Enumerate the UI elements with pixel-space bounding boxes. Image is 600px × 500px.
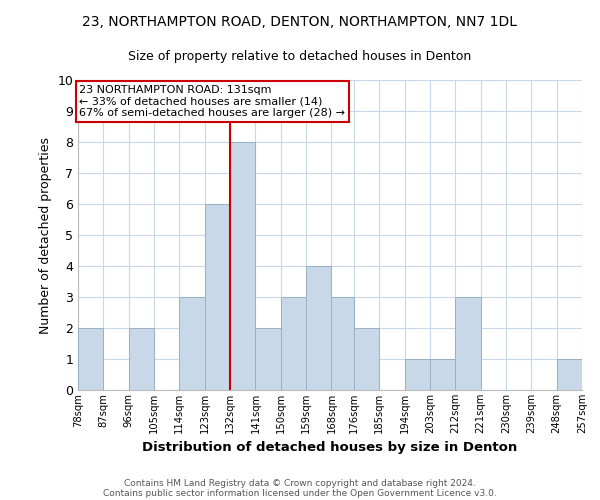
Text: 23 NORTHAMPTON ROAD: 131sqm
← 33% of detached houses are smaller (14)
67% of sem: 23 NORTHAMPTON ROAD: 131sqm ← 33% of det… (79, 84, 346, 118)
Bar (281, 297, 306, 390)
Text: Contains public sector information licensed under the Open Government Licence v3: Contains public sector information licen… (103, 488, 497, 498)
Bar (205, 204, 230, 390)
Bar (557, 359, 582, 390)
Bar (455, 297, 481, 390)
Bar (354, 328, 379, 390)
Bar (179, 297, 205, 390)
Bar (331, 297, 354, 390)
Bar (78, 328, 103, 390)
Bar (404, 359, 430, 390)
Bar (128, 328, 154, 390)
Text: Contains HM Land Registry data © Crown copyright and database right 2024.: Contains HM Land Registry data © Crown c… (124, 478, 476, 488)
Bar (430, 359, 455, 390)
Text: Size of property relative to detached houses in Denton: Size of property relative to detached ho… (128, 50, 472, 63)
Bar (230, 142, 256, 390)
Y-axis label: Number of detached properties: Number of detached properties (39, 136, 52, 334)
X-axis label: Distribution of detached houses by size in Denton: Distribution of detached houses by size … (142, 442, 518, 454)
Bar (306, 266, 331, 390)
Bar (256, 328, 281, 390)
Text: 23, NORTHAMPTON ROAD, DENTON, NORTHAMPTON, NN7 1DL: 23, NORTHAMPTON ROAD, DENTON, NORTHAMPTO… (83, 15, 517, 29)
